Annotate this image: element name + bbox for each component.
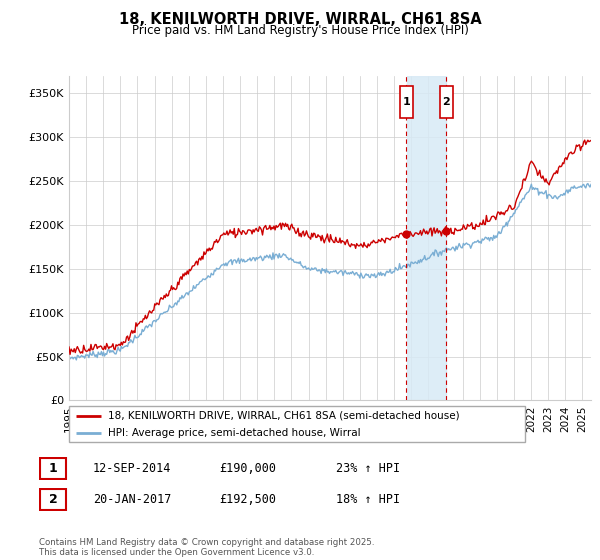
Text: Price paid vs. HM Land Registry's House Price Index (HPI): Price paid vs. HM Land Registry's House …: [131, 24, 469, 36]
Text: £190,000: £190,000: [219, 462, 276, 475]
Text: 18% ↑ HPI: 18% ↑ HPI: [336, 493, 400, 506]
Text: 20-JAN-2017: 20-JAN-2017: [93, 493, 172, 506]
Text: 1: 1: [49, 462, 58, 475]
FancyBboxPatch shape: [440, 86, 453, 118]
Text: 1: 1: [403, 97, 410, 107]
Text: HPI: Average price, semi-detached house, Wirral: HPI: Average price, semi-detached house,…: [108, 428, 361, 437]
Text: 2: 2: [443, 97, 450, 107]
Text: 2: 2: [49, 493, 58, 506]
Text: 23% ↑ HPI: 23% ↑ HPI: [336, 462, 400, 475]
Text: 12-SEP-2014: 12-SEP-2014: [93, 462, 172, 475]
FancyBboxPatch shape: [400, 86, 413, 118]
Text: Contains HM Land Registry data © Crown copyright and database right 2025.
This d: Contains HM Land Registry data © Crown c…: [39, 538, 374, 557]
Text: £192,500: £192,500: [219, 493, 276, 506]
Text: 18, KENILWORTH DRIVE, WIRRAL, CH61 8SA (semi-detached house): 18, KENILWORTH DRIVE, WIRRAL, CH61 8SA (…: [108, 411, 460, 421]
Text: 18, KENILWORTH DRIVE, WIRRAL, CH61 8SA: 18, KENILWORTH DRIVE, WIRRAL, CH61 8SA: [119, 12, 481, 27]
